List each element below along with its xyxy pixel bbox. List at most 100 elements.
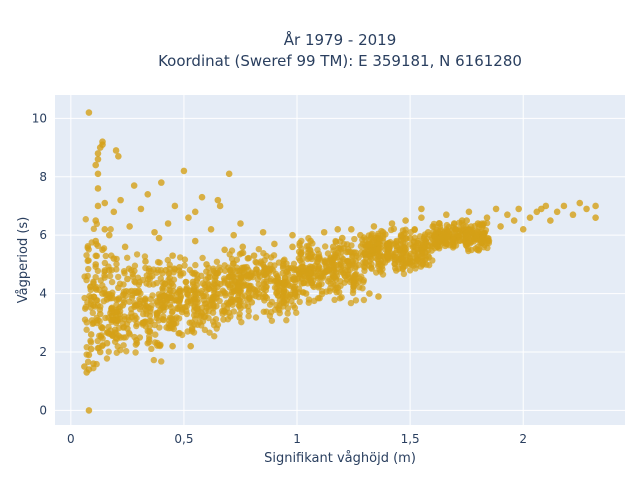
density-point: [156, 342, 164, 350]
density-point: [284, 310, 291, 317]
density-point: [273, 278, 281, 285]
density-point: [268, 317, 276, 324]
density-point: [268, 298, 276, 306]
density-point: [142, 264, 149, 272]
data-point: [101, 199, 109, 207]
density-point: [305, 271, 313, 279]
density-point: [184, 299, 191, 306]
density-point: [361, 258, 369, 266]
data-point: [185, 214, 192, 221]
density-point: [125, 265, 133, 272]
data-point: [311, 272, 319, 280]
data-point: [214, 196, 222, 204]
density-point: [199, 292, 206, 300]
density-point: [132, 349, 139, 356]
data-point: [99, 246, 106, 254]
density-point: [403, 252, 410, 259]
density-point: [83, 326, 90, 333]
density-point: [189, 269, 196, 277]
density-point: [192, 261, 199, 269]
density-point: [108, 278, 116, 286]
data-point: [94, 170, 102, 178]
data-point: [334, 284, 342, 292]
data-point: [320, 228, 328, 236]
density-point: [211, 333, 218, 340]
density-point: [450, 236, 457, 243]
data-point: [298, 249, 305, 256]
y-tick-label: 8: [39, 170, 47, 184]
density-point: [245, 313, 252, 320]
data-point: [142, 258, 149, 265]
data-point: [180, 167, 188, 175]
density-point: [203, 268, 210, 275]
density-point: [122, 288, 130, 295]
density-point: [152, 331, 159, 338]
density-point: [220, 275, 228, 282]
data-point: [262, 293, 269, 300]
density-point: [166, 301, 174, 308]
density-point: [236, 310, 243, 318]
data-point: [108, 331, 115, 338]
data-point: [198, 193, 206, 201]
data-point: [108, 307, 115, 315]
density-point: [84, 272, 91, 280]
density-point: [101, 259, 109, 267]
data-point: [124, 325, 131, 332]
data-point: [406, 234, 414, 242]
data-point: [443, 211, 450, 219]
density-point: [146, 312, 154, 319]
density-point: [450, 220, 458, 227]
density-point: [183, 284, 190, 291]
density-point: [252, 266, 260, 273]
data-point: [357, 231, 364, 239]
data-point: [92, 217, 100, 224]
density-point: [133, 301, 141, 309]
density-point: [217, 280, 224, 288]
density-point: [211, 287, 218, 294]
data-point: [221, 246, 228, 254]
density-point: [284, 305, 292, 312]
density-point: [419, 242, 427, 249]
data-point: [230, 231, 237, 239]
density-point: [376, 237, 383, 244]
data-point: [112, 147, 120, 154]
density-point: [316, 264, 323, 272]
data-point: [99, 290, 106, 297]
data-point: [352, 249, 360, 256]
data-point: [130, 182, 138, 189]
density-point: [106, 272, 114, 280]
data-point: [393, 237, 400, 245]
density-point: [463, 223, 470, 230]
data-point: [316, 255, 323, 262]
density-point: [206, 273, 214, 281]
density-point: [372, 269, 380, 276]
data-point: [112, 319, 120, 327]
density-point: [227, 313, 234, 320]
density-point: [327, 280, 334, 287]
data-point: [576, 199, 584, 207]
density-point: [352, 257, 359, 265]
density-point: [268, 254, 275, 261]
density-point: [263, 273, 270, 280]
data-point: [239, 243, 247, 251]
density-point: [280, 287, 288, 294]
data-point: [592, 202, 599, 210]
data-point: [133, 337, 140, 344]
density-point: [356, 275, 363, 282]
data-point: [85, 407, 93, 414]
density-point: [400, 270, 408, 278]
data-point: [103, 296, 111, 303]
density-point: [286, 291, 294, 298]
density-point: [245, 307, 252, 315]
data-point: [510, 217, 518, 224]
density-point: [405, 258, 412, 266]
chart-title-line-2: Koordinat (Sweref 99 TM): E 359181, N 61…: [158, 52, 522, 70]
density-point: [103, 355, 111, 362]
density-point: [89, 309, 96, 317]
density-point: [425, 254, 433, 261]
density-point: [188, 326, 196, 333]
data-point: [379, 228, 387, 236]
data-point: [343, 258, 351, 265]
density-point: [109, 294, 116, 302]
y-tick-label: 0: [39, 403, 47, 417]
